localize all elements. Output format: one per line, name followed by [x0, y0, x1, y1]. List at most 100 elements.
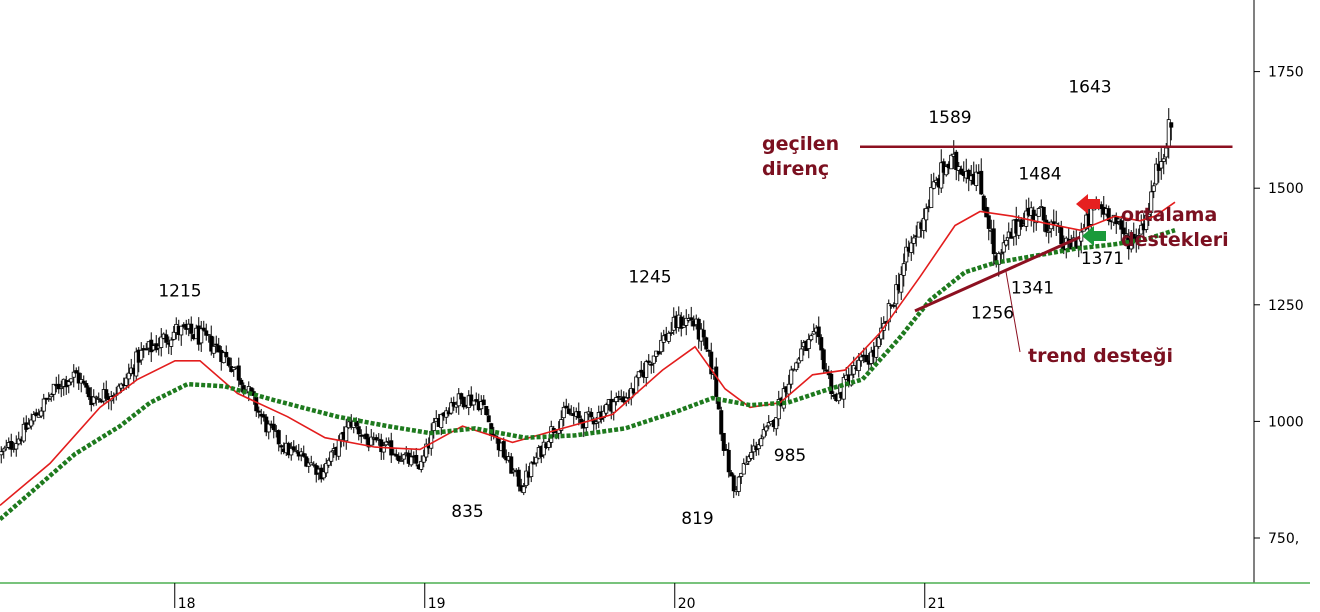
candle-body — [51, 383, 56, 395]
candle — [211, 336, 216, 358]
candle-body — [1154, 163, 1159, 185]
candle — [324, 458, 329, 477]
price-label: 1245 — [628, 267, 671, 287]
candle — [76, 366, 81, 390]
candle-body — [49, 394, 54, 398]
candle — [829, 370, 834, 400]
candle-body — [139, 349, 144, 361]
candle — [384, 437, 389, 447]
candle-body — [986, 215, 991, 229]
candle — [921, 208, 926, 239]
candle-body — [481, 399, 486, 406]
candle-body — [486, 415, 491, 423]
candle — [311, 461, 316, 468]
candle — [559, 410, 564, 438]
candle — [1004, 237, 1009, 247]
red-arrow-icon — [1076, 194, 1100, 214]
candle — [886, 299, 891, 331]
candle-body — [16, 438, 21, 445]
candle-body — [94, 396, 99, 399]
candle-body — [449, 402, 454, 414]
candle — [169, 337, 174, 355]
candle-body — [624, 397, 629, 402]
candle-body — [901, 263, 906, 276]
candle — [564, 398, 569, 409]
candle — [714, 357, 719, 404]
candle — [104, 380, 109, 402]
candle — [701, 320, 706, 346]
candle — [949, 153, 954, 170]
candle — [1116, 216, 1121, 226]
candle — [209, 325, 214, 356]
candle-body — [651, 355, 656, 364]
note-trend: trend desteği — [1028, 345, 1173, 367]
candle — [981, 194, 986, 213]
candle-body — [841, 376, 846, 400]
candle-body — [86, 387, 91, 398]
candle — [139, 342, 144, 365]
candle-body — [974, 171, 979, 187]
candle-body — [0, 451, 4, 456]
candle — [144, 343, 149, 351]
candle-body — [786, 383, 791, 395]
candle — [449, 397, 454, 415]
candle — [1041, 206, 1046, 232]
candle-body — [981, 195, 986, 211]
candle-body — [471, 400, 476, 406]
candle — [759, 434, 764, 447]
candle-body — [461, 396, 466, 408]
candle-body — [894, 284, 899, 305]
candle — [49, 392, 54, 402]
candle-body — [294, 449, 299, 452]
candle-body — [31, 414, 36, 422]
candle-body — [746, 456, 751, 462]
candle-body — [344, 426, 349, 442]
candle — [256, 406, 261, 419]
candle-body — [851, 365, 856, 375]
note-averages-line2: destekleri — [1121, 229, 1229, 251]
candle — [86, 385, 91, 400]
candle-body — [329, 451, 334, 462]
candle-body — [1016, 220, 1021, 236]
candle — [9, 433, 14, 457]
candle — [71, 364, 76, 388]
x-tick-label: 21 — [928, 596, 946, 612]
price-label: 835 — [451, 502, 483, 522]
price-label: 1371 — [1081, 249, 1124, 269]
candle — [1106, 205, 1111, 226]
candle — [931, 172, 936, 190]
candle-body — [604, 404, 609, 414]
candle-body — [401, 454, 406, 460]
candle — [806, 333, 811, 359]
candle-body — [134, 351, 139, 377]
candle — [869, 346, 874, 369]
price-label: 1341 — [1011, 279, 1054, 299]
candle-body — [1059, 226, 1064, 245]
candle-body — [424, 443, 429, 458]
candle — [1161, 153, 1166, 175]
candle-body — [956, 166, 961, 171]
candle-body — [931, 181, 936, 189]
candle-body — [794, 362, 799, 371]
candle-body — [929, 187, 934, 208]
candle-body — [396, 455, 401, 462]
candle-body — [634, 376, 639, 394]
candle — [764, 425, 769, 436]
candle-body — [276, 430, 281, 445]
candle-body — [644, 361, 649, 378]
candle — [856, 352, 861, 378]
candle-body — [439, 414, 444, 429]
candle — [644, 359, 649, 387]
candle — [534, 452, 539, 467]
candle-body — [226, 357, 231, 366]
candle — [876, 334, 881, 349]
candle — [689, 306, 694, 327]
candle-body — [74, 370, 79, 374]
candle-body — [474, 399, 479, 402]
candle — [84, 380, 89, 394]
candle-body — [1159, 161, 1164, 169]
candle — [816, 316, 821, 345]
candle — [461, 396, 466, 410]
candle-body — [66, 381, 71, 386]
